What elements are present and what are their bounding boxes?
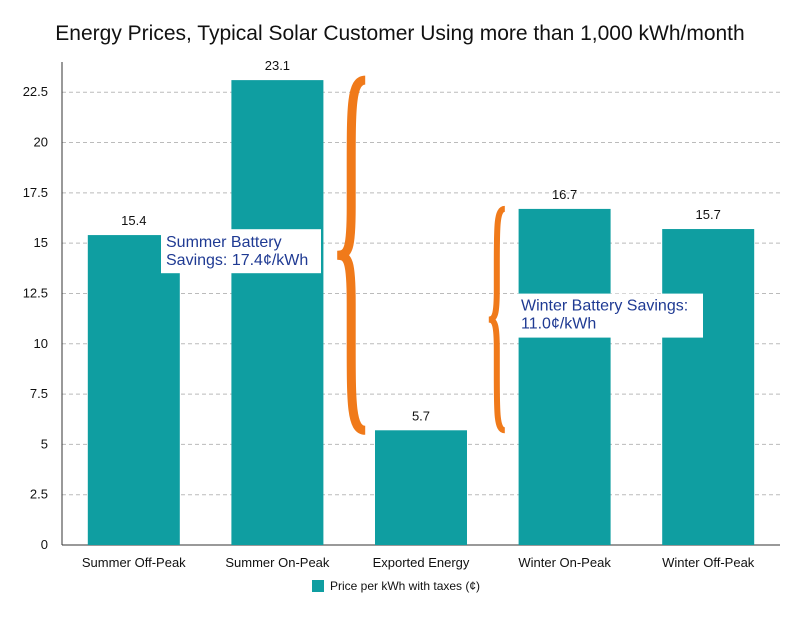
- bar: [518, 208, 611, 545]
- x-category-label: Winter On-Peak: [518, 555, 611, 570]
- bar: [231, 80, 324, 546]
- data-label: 16.7: [552, 187, 577, 202]
- chart-title: Energy Prices, Typical Solar Customer Us…: [55, 22, 744, 45]
- bars: 15.4 23.1 5.7 16.7 15.7: [87, 58, 755, 546]
- y-tick-label: 20: [34, 135, 48, 150]
- summer-savings-brace: [336, 75, 367, 435]
- y-tick-label: 17.5: [23, 185, 48, 200]
- x-category-label: Summer On-Peak: [225, 555, 330, 570]
- y-tick-label: 12.5: [23, 285, 48, 300]
- legend: Price per kWh with taxes (¢): [312, 579, 480, 593]
- y-tick-label: 10: [34, 336, 48, 351]
- y-tick-label: 5: [41, 436, 48, 451]
- winter-savings-brace: [488, 205, 506, 434]
- y-tick-label: 15: [34, 235, 48, 250]
- y-tick-label: 0: [41, 537, 48, 552]
- summer-savings-label: Savings: 17.4¢/kWh: [166, 252, 308, 269]
- x-category-label: Summer Off-Peak: [82, 555, 186, 570]
- bar: [662, 229, 755, 545]
- winter-savings-label: Winter Battery Savings:: [521, 298, 688, 315]
- winter-savings-box: [515, 293, 703, 338]
- y-tick-label: 22.5: [23, 84, 48, 99]
- data-label: 5.7: [412, 408, 430, 423]
- x-category-label: Exported Energy: [373, 555, 470, 570]
- y-tick-label: 2.5: [30, 487, 48, 502]
- data-label: 23.1: [265, 58, 290, 73]
- summer-savings-label: Summer Battery: [166, 234, 282, 251]
- data-label: 15.4: [121, 213, 146, 228]
- summer-savings-box: [161, 229, 321, 274]
- legend-label: Price per kWh with taxes (¢): [330, 579, 480, 593]
- y-tick-label: 7.5: [30, 386, 48, 401]
- bar: [87, 235, 180, 545]
- bar: [375, 430, 467, 545]
- winter-savings-label: 11.0¢/kWh: [521, 316, 596, 333]
- x-category-label: Winter Off-Peak: [662, 555, 755, 570]
- legend-swatch: [312, 580, 324, 592]
- data-label: 15.7: [696, 207, 721, 222]
